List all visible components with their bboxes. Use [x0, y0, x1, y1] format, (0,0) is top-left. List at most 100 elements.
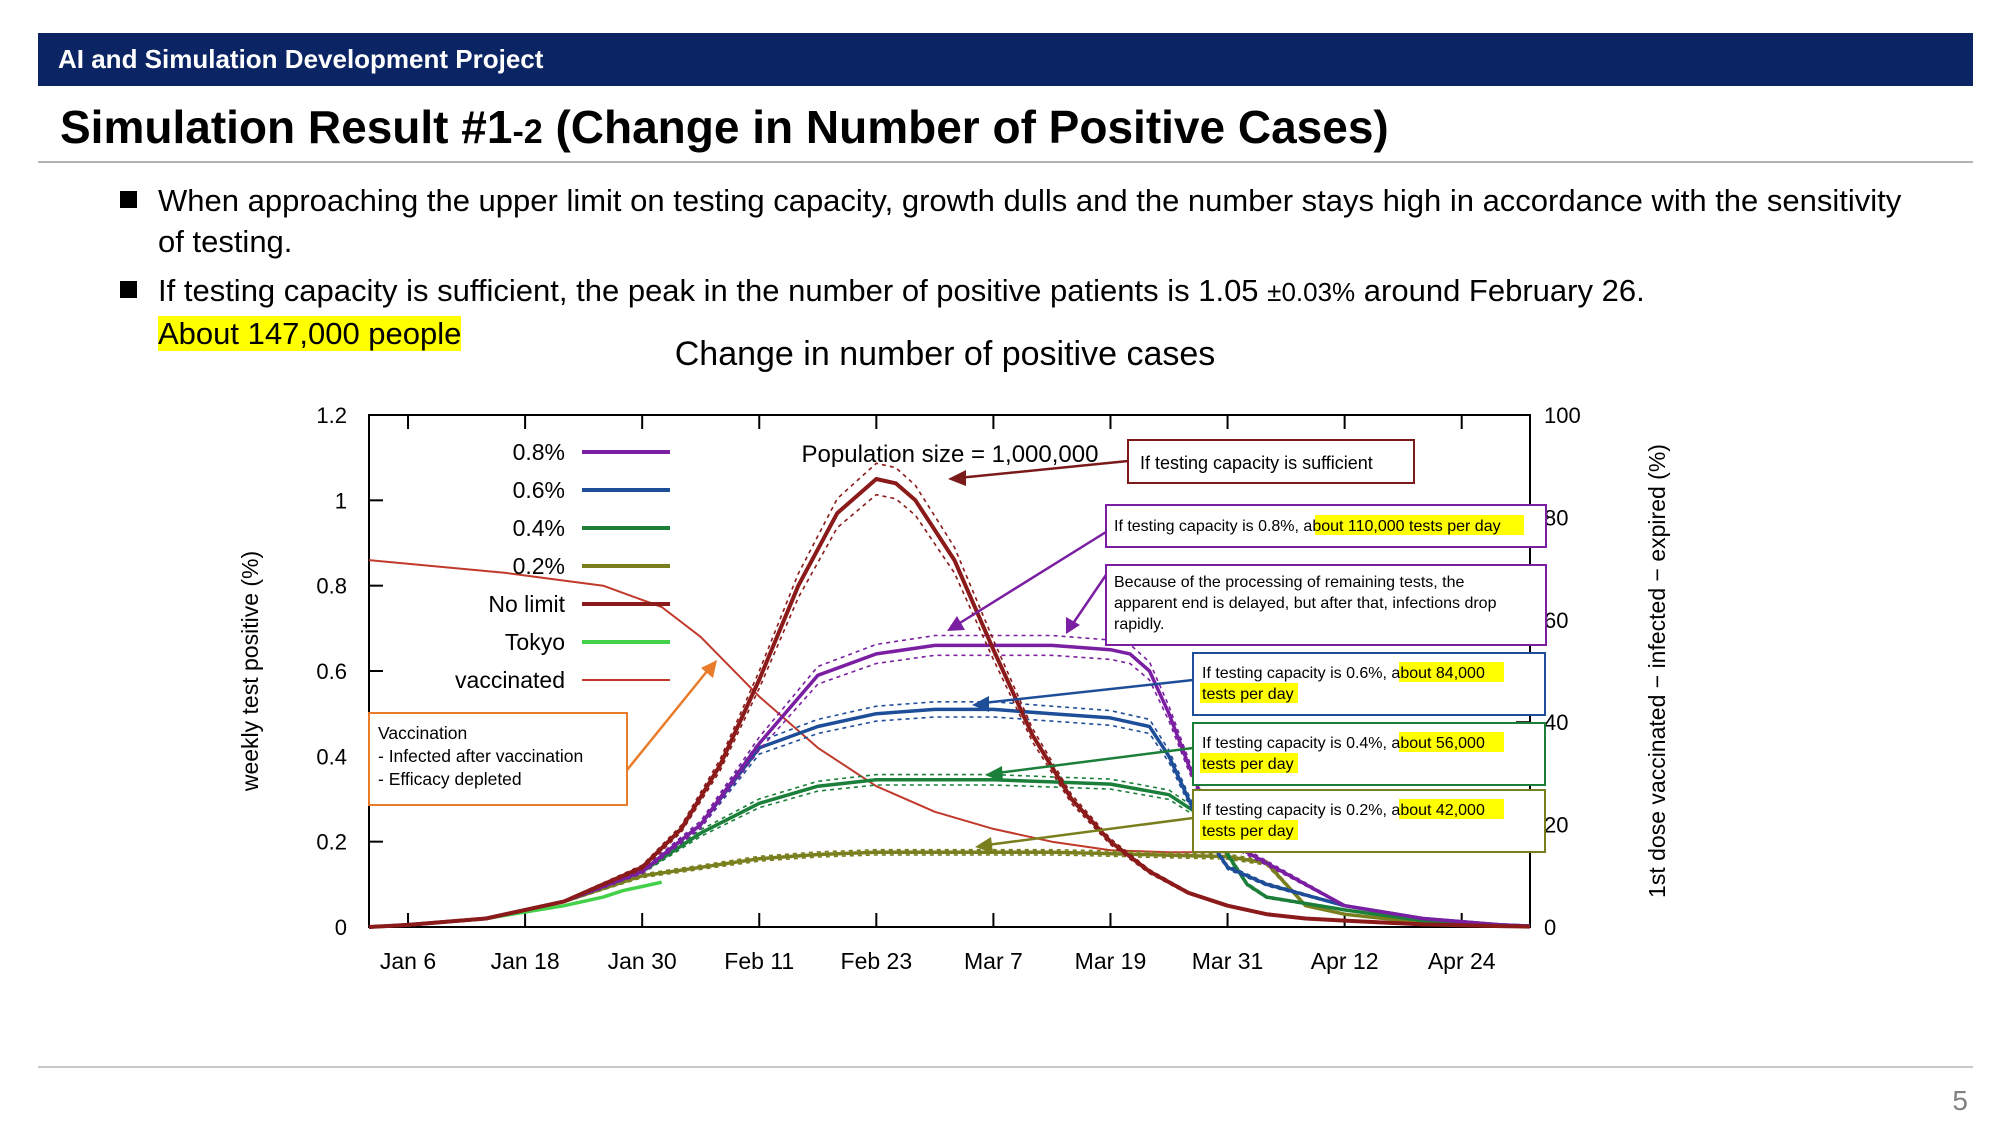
annotation-0-2: If testing capacity is 0.2%, about 42,00… [975, 789, 1546, 853]
annotation-text-line: Because of the processing of remaining t… [1114, 574, 1465, 591]
bullet-plusminus: ±0.03% [1267, 277, 1356, 307]
annotation-text-line2: tests per day [1202, 686, 1294, 703]
legend-label: 0.8% [513, 439, 565, 465]
arrowhead-icon [947, 616, 965, 631]
arrowhead-icon [985, 766, 1003, 782]
bullet-item: When approaching the upper limit on test… [120, 180, 1920, 262]
arrowhead-icon [701, 660, 717, 678]
annotation-highlight [1200, 820, 1298, 840]
legend: 0.8% 0.6% 0.4% 0.2% No limit Tokyo vaccinated [455, 439, 670, 693]
annotation-arrow [986, 816, 1194, 847]
y2-tick-label: 0 [1544, 915, 1556, 940]
footer-divider [38, 1066, 1973, 1068]
bullet-highlight: About 147,000 people [158, 316, 462, 351]
annotation-text: If testing capacity is sufficient [1140, 453, 1373, 473]
annotation-highlight [1315, 515, 1524, 535]
series-line-tokyo [368, 880, 663, 929]
annotation-text: If testing capacity is 0.8%, about 110,0… [1114, 518, 1501, 535]
x-tick-label: Jan 6 [380, 948, 436, 974]
annotation-text: If testing capacity is 0.4%, about 56,00… [1202, 735, 1485, 752]
legend-label: vaccinated [455, 667, 565, 693]
annotation-0-4: If testing capacity is 0.4%, about 56,00… [985, 722, 1546, 786]
annotation-highlight [1399, 662, 1504, 682]
slide-title: Simulation Result #1-2 (Change in Number… [60, 100, 1389, 154]
annotation-text-line2: tests per day [1202, 756, 1294, 773]
y-tick-label: 1.2 [316, 403, 347, 428]
series-band-0-6- [368, 716, 1531, 928]
annotation-arrow [626, 669, 709, 771]
arrowhead-icon [1066, 617, 1080, 634]
y-tick-label: 0.2 [316, 830, 347, 855]
y2-tick-label: 40 [1544, 710, 1568, 735]
y2-axis-label: 1st dose vaccinated − infected − expired… [1644, 444, 1670, 898]
population-annotation: Population size = 1,000,000 [802, 441, 1099, 468]
series-line-no-limit [368, 477, 1531, 929]
y2-tick-label: 80 [1544, 505, 1568, 530]
annotation-highlight [1200, 683, 1298, 703]
y-tick-label: 0.4 [316, 744, 347, 769]
bullet-square-icon [120, 191, 137, 208]
y2-tick-label: 60 [1544, 608, 1568, 633]
annotation-highlight [1399, 799, 1504, 819]
bullet-text: If testing capacity is sufficient, the p… [158, 273, 1268, 308]
series-layer [368, 462, 1531, 929]
annotation-box [1105, 564, 1547, 646]
y2-tick-label: 100 [1544, 403, 1581, 428]
legend-label: Tokyo [505, 629, 565, 655]
annotation-sufficient: If testing capacity is sufficient [948, 439, 1415, 486]
annotation-box [1127, 439, 1415, 484]
bullet-text-end: around February 26. [1355, 273, 1645, 308]
arrowhead-icon [975, 837, 993, 853]
annotation-highlight [1399, 732, 1504, 752]
y-tick-label: 1 [335, 488, 347, 513]
chart-svg: Change in number of positive cases 00.20… [237, 335, 1670, 974]
series-line-0-2- [368, 850, 1531, 929]
bullet-item: If testing capacity is sufficient, the p… [120, 270, 1920, 354]
annotation-box [368, 712, 628, 806]
arrowhead-icon [972, 696, 989, 712]
x-tick-label: Jan 30 [608, 948, 677, 974]
annotation-arrow [954, 530, 1107, 628]
annotation-0-8: If testing capacity is 0.8%, about 110,0… [947, 504, 1547, 631]
y-tick-label: 0.8 [316, 574, 347, 599]
y2-tick-label: 20 [1544, 813, 1568, 838]
header-bar: AI and Simulation Development Project [38, 33, 1973, 86]
legend-label: 0.6% [513, 477, 565, 503]
bullet-text: When approaching the upper limit on test… [158, 183, 1902, 259]
annotation-arrow [1070, 574, 1108, 626]
page-number: 5 [1952, 1085, 1968, 1116]
annotation-arrow [957, 459, 1129, 480]
annotation-text: If testing capacity is 0.6%, about 84,00… [1202, 665, 1485, 682]
annotation-text-line2: tests per day [1202, 823, 1294, 840]
annotation-text-line: apparent end is delayed, but after that,… [1114, 595, 1497, 612]
legend-label: 0.4% [513, 515, 565, 541]
arrowhead-icon [948, 470, 966, 486]
title-suffix: -2 [512, 113, 543, 151]
annotation-vaccination: Vaccination - Infected after vaccination… [368, 660, 717, 806]
annotation-text-line: - Infected after vaccination [378, 746, 583, 766]
annotation-remaining-tests: Because of the processing of remaining t… [1066, 564, 1547, 646]
annotation-text-line: Vaccination [378, 723, 467, 743]
y-axis-right: 0 20 40 60 80 100 [1516, 403, 1581, 940]
legend-label: No limit [488, 591, 565, 617]
x-tick-label: Mar 7 [964, 948, 1023, 974]
x-tick-label: Feb 11 [724, 948, 794, 974]
y-axis-left: 0 0.2 0.4 0.6 0.8 1 1.2 [316, 403, 383, 940]
x-axis: Jan 6 Jan 18 Jan 30 Feb 11 Feb 23 Mar 7 Mar 19… [380, 415, 1496, 974]
annotation-text-line: rapidly. [1114, 616, 1164, 633]
annotation-text: If testing capacity is 0.2%, about 42,00… [1202, 802, 1485, 819]
x-tick-label: Feb 23 [841, 948, 913, 974]
x-tick-label: Jan 18 [491, 948, 560, 974]
x-tick-label: Mar 19 [1075, 948, 1147, 974]
x-tick-label: Mar 31 [1192, 948, 1264, 974]
annotation-0-6: If testing capacity is 0.6%, about 84,00… [972, 652, 1546, 716]
annotation-text-line: - Efficacy depleted [378, 769, 522, 789]
title-main: Simulation Result #1 [60, 101, 513, 153]
y-axis-label: weekly test positive (%) [237, 551, 263, 792]
bullet-list: When approaching the upper limit on test… [120, 180, 1920, 362]
y-tick-label: 0 [335, 915, 347, 940]
x-tick-label: Apr 12 [1311, 948, 1379, 974]
legend-label: 0.2% [513, 553, 565, 579]
annotation-highlight [1200, 753, 1298, 773]
title-rest: (Change in Number of Positive Cases) [542, 101, 1389, 153]
